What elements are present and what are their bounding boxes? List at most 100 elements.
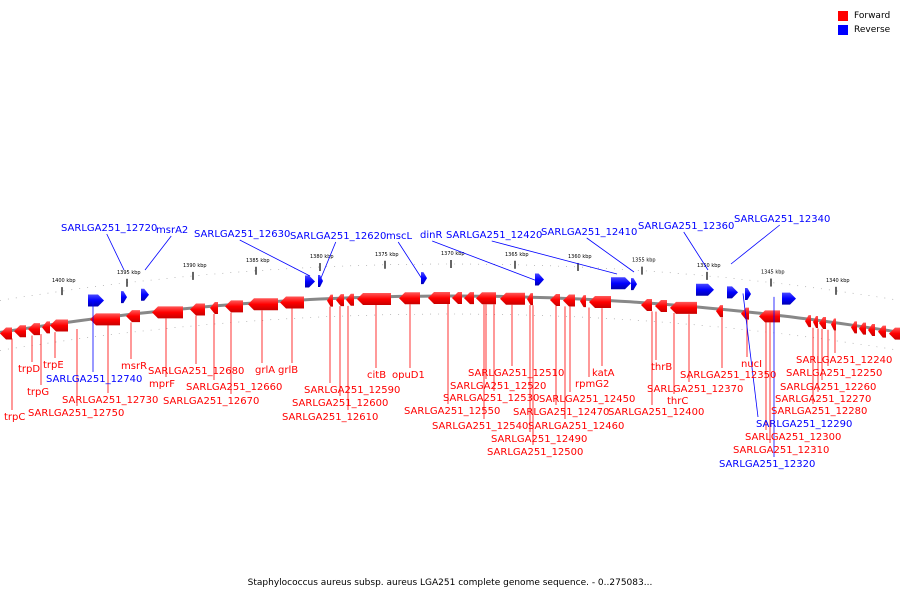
forward-gene-label: trpG <box>27 387 49 398</box>
forward-gene-39[interactable] <box>859 322 866 335</box>
forward-gene-label: SARLGA251_12490 <box>491 434 587 445</box>
reverse-gene-2[interactable] <box>141 288 149 301</box>
forward-gene-35[interactable] <box>813 316 818 329</box>
forward-gene-21[interactable] <box>476 292 496 305</box>
forward-gene-label: SARLGA251_12280 <box>771 406 867 417</box>
kbp-tick-label: 1400 kbp <box>52 278 76 284</box>
reverse-gene-6[interactable] <box>535 273 544 286</box>
forward-gene-label: SARLGA251_12730 <box>62 395 158 406</box>
forward-gene-13[interactable] <box>327 294 333 307</box>
forward-gene-1[interactable] <box>14 325 26 338</box>
forward-gene-2[interactable] <box>28 323 40 336</box>
forward-gene-label: thrC <box>667 396 688 407</box>
forward-gene-label: trpE <box>43 360 64 371</box>
forward-gene-label: SARLGA251_12300 <box>745 432 841 443</box>
reverse-gene-0[interactable] <box>88 294 104 307</box>
forward-gene-42[interactable] <box>889 327 900 340</box>
reverse-gene-4[interactable] <box>318 275 323 288</box>
reverse-gene-1[interactable] <box>121 291 127 304</box>
kbp-tick-label: 1385 kbp <box>246 258 270 264</box>
reverse-gene-3[interactable] <box>305 275 315 288</box>
forward-gene-label: SARLGA251_12460 <box>528 421 624 432</box>
forward-gene-label: SARLGA251_12590 <box>304 385 400 396</box>
forward-gene-23[interactable] <box>527 293 533 306</box>
forward-gene-33[interactable] <box>759 310 780 323</box>
reverse-gene-7[interactable] <box>611 277 631 290</box>
forward-gene-4[interactable] <box>50 319 68 332</box>
forward-gene-17[interactable] <box>399 292 420 305</box>
forward-gene-label: SARLGA251_12350 <box>680 370 776 381</box>
forward-gene-label: SARLGA251_12750 <box>28 408 124 419</box>
reverse-swatch <box>838 25 848 35</box>
forward-gene-label: SARLGA251_12510 <box>468 368 564 379</box>
forward-gene-27[interactable] <box>589 296 611 309</box>
forward-gene-label: SARLGA251_12470 <box>513 407 609 418</box>
kbp-tick-label: 1375 kbp <box>375 252 399 258</box>
forward-gene-label: SARLGA251_12500 <box>487 447 583 458</box>
reverse-gene-11[interactable] <box>745 287 751 300</box>
reverse-gene-label: msrA2 <box>156 225 188 236</box>
forward-gene-15[interactable] <box>346 293 354 306</box>
kbp-tick-label: 1370 kbp <box>441 251 465 257</box>
reverse-gene-12[interactable] <box>782 292 796 305</box>
forward-gene-10[interactable] <box>225 300 243 313</box>
forward-gene-12[interactable] <box>280 296 304 309</box>
forward-gene-label: katA <box>592 368 615 379</box>
reverse-gene-9[interactable] <box>696 283 714 296</box>
upper-label-2-leader <box>239 239 311 277</box>
kbp-tick-label: 1360 kbp <box>568 254 592 260</box>
forward-gene-28[interactable] <box>641 298 652 311</box>
forward-gene-18[interactable] <box>428 292 450 305</box>
forward-gene-38[interactable] <box>851 321 857 334</box>
reverse-gene-5[interactable] <box>421 272 427 285</box>
forward-gene-41[interactable] <box>878 325 886 338</box>
forward-gene-label: SARLGA251_12680 <box>148 366 244 377</box>
forward-gene-8[interactable] <box>190 303 205 316</box>
forward-gene-label: msrR <box>121 361 147 372</box>
forward-gene-14[interactable] <box>336 294 344 307</box>
forward-gene-25[interactable] <box>563 294 575 307</box>
forward-gene-7[interactable] <box>152 306 183 319</box>
forward-gene-30[interactable] <box>670 301 697 314</box>
forward-gene-label: thrB <box>651 362 672 373</box>
reverse-gene-label: SARLGA251_12740 <box>46 374 142 385</box>
forward-gene-label: SARLGA251_12260 <box>780 382 876 393</box>
forward-gene-label: SARLGA251_12400 <box>608 407 704 418</box>
forward-gene-5[interactable] <box>90 313 120 326</box>
forward-gene-20[interactable] <box>464 292 474 305</box>
upper-label-6-leader <box>491 240 618 275</box>
reverse-gene-label: SARLGA251_12320 <box>719 459 815 470</box>
reverse-gene-label: SARLGA251_12410 <box>541 227 637 238</box>
forward-gene-11[interactable] <box>248 298 278 311</box>
forward-gene-9[interactable] <box>210 302 218 315</box>
reverse-gene-10[interactable] <box>727 286 738 299</box>
kbp-tick-label: 1345 kbp <box>761 270 785 276</box>
upper-label-5-leader <box>432 240 541 283</box>
forward-gene-32[interactable] <box>741 307 749 320</box>
forward-gene-0[interactable] <box>0 327 12 340</box>
forward-gene-label: grlB <box>278 365 298 376</box>
forward-gene-16[interactable] <box>357 293 391 306</box>
forward-gene-3[interactable] <box>42 321 50 334</box>
kbp-tick-label: 1350 kbp <box>697 263 721 269</box>
forward-gene-label: SARLGA251_12370 <box>647 384 743 395</box>
kbp-tick-label: 1390 kbp <box>183 263 207 269</box>
forward-gene-label: SARLGA251_12530 <box>443 393 539 404</box>
forward-gene-6[interactable] <box>126 310 140 323</box>
forward-gene-24[interactable] <box>550 293 560 306</box>
forward-gene-22[interactable] <box>500 292 525 305</box>
forward-gene-label: SARLGA251_12550 <box>404 406 500 417</box>
forward-gene-37[interactable] <box>831 318 836 331</box>
forward-gene-label: trpD <box>18 364 40 375</box>
forward-gene-40[interactable] <box>868 323 875 336</box>
reverse-gene-8[interactable] <box>631 278 637 291</box>
forward-gene-26[interactable] <box>580 295 586 308</box>
forward-gene-19[interactable] <box>452 292 462 305</box>
forward-gene-31[interactable] <box>716 305 723 318</box>
reverse-gene-label: SARLGA251_12360 <box>638 221 734 232</box>
kbp-tick-label: 1395 kbp <box>117 270 141 276</box>
forward-gene-36[interactable] <box>819 316 826 329</box>
forward-gene-29[interactable] <box>655 300 667 313</box>
kbp-tick-label: 1365 kbp <box>505 252 529 258</box>
forward-gene-34[interactable] <box>805 315 811 328</box>
